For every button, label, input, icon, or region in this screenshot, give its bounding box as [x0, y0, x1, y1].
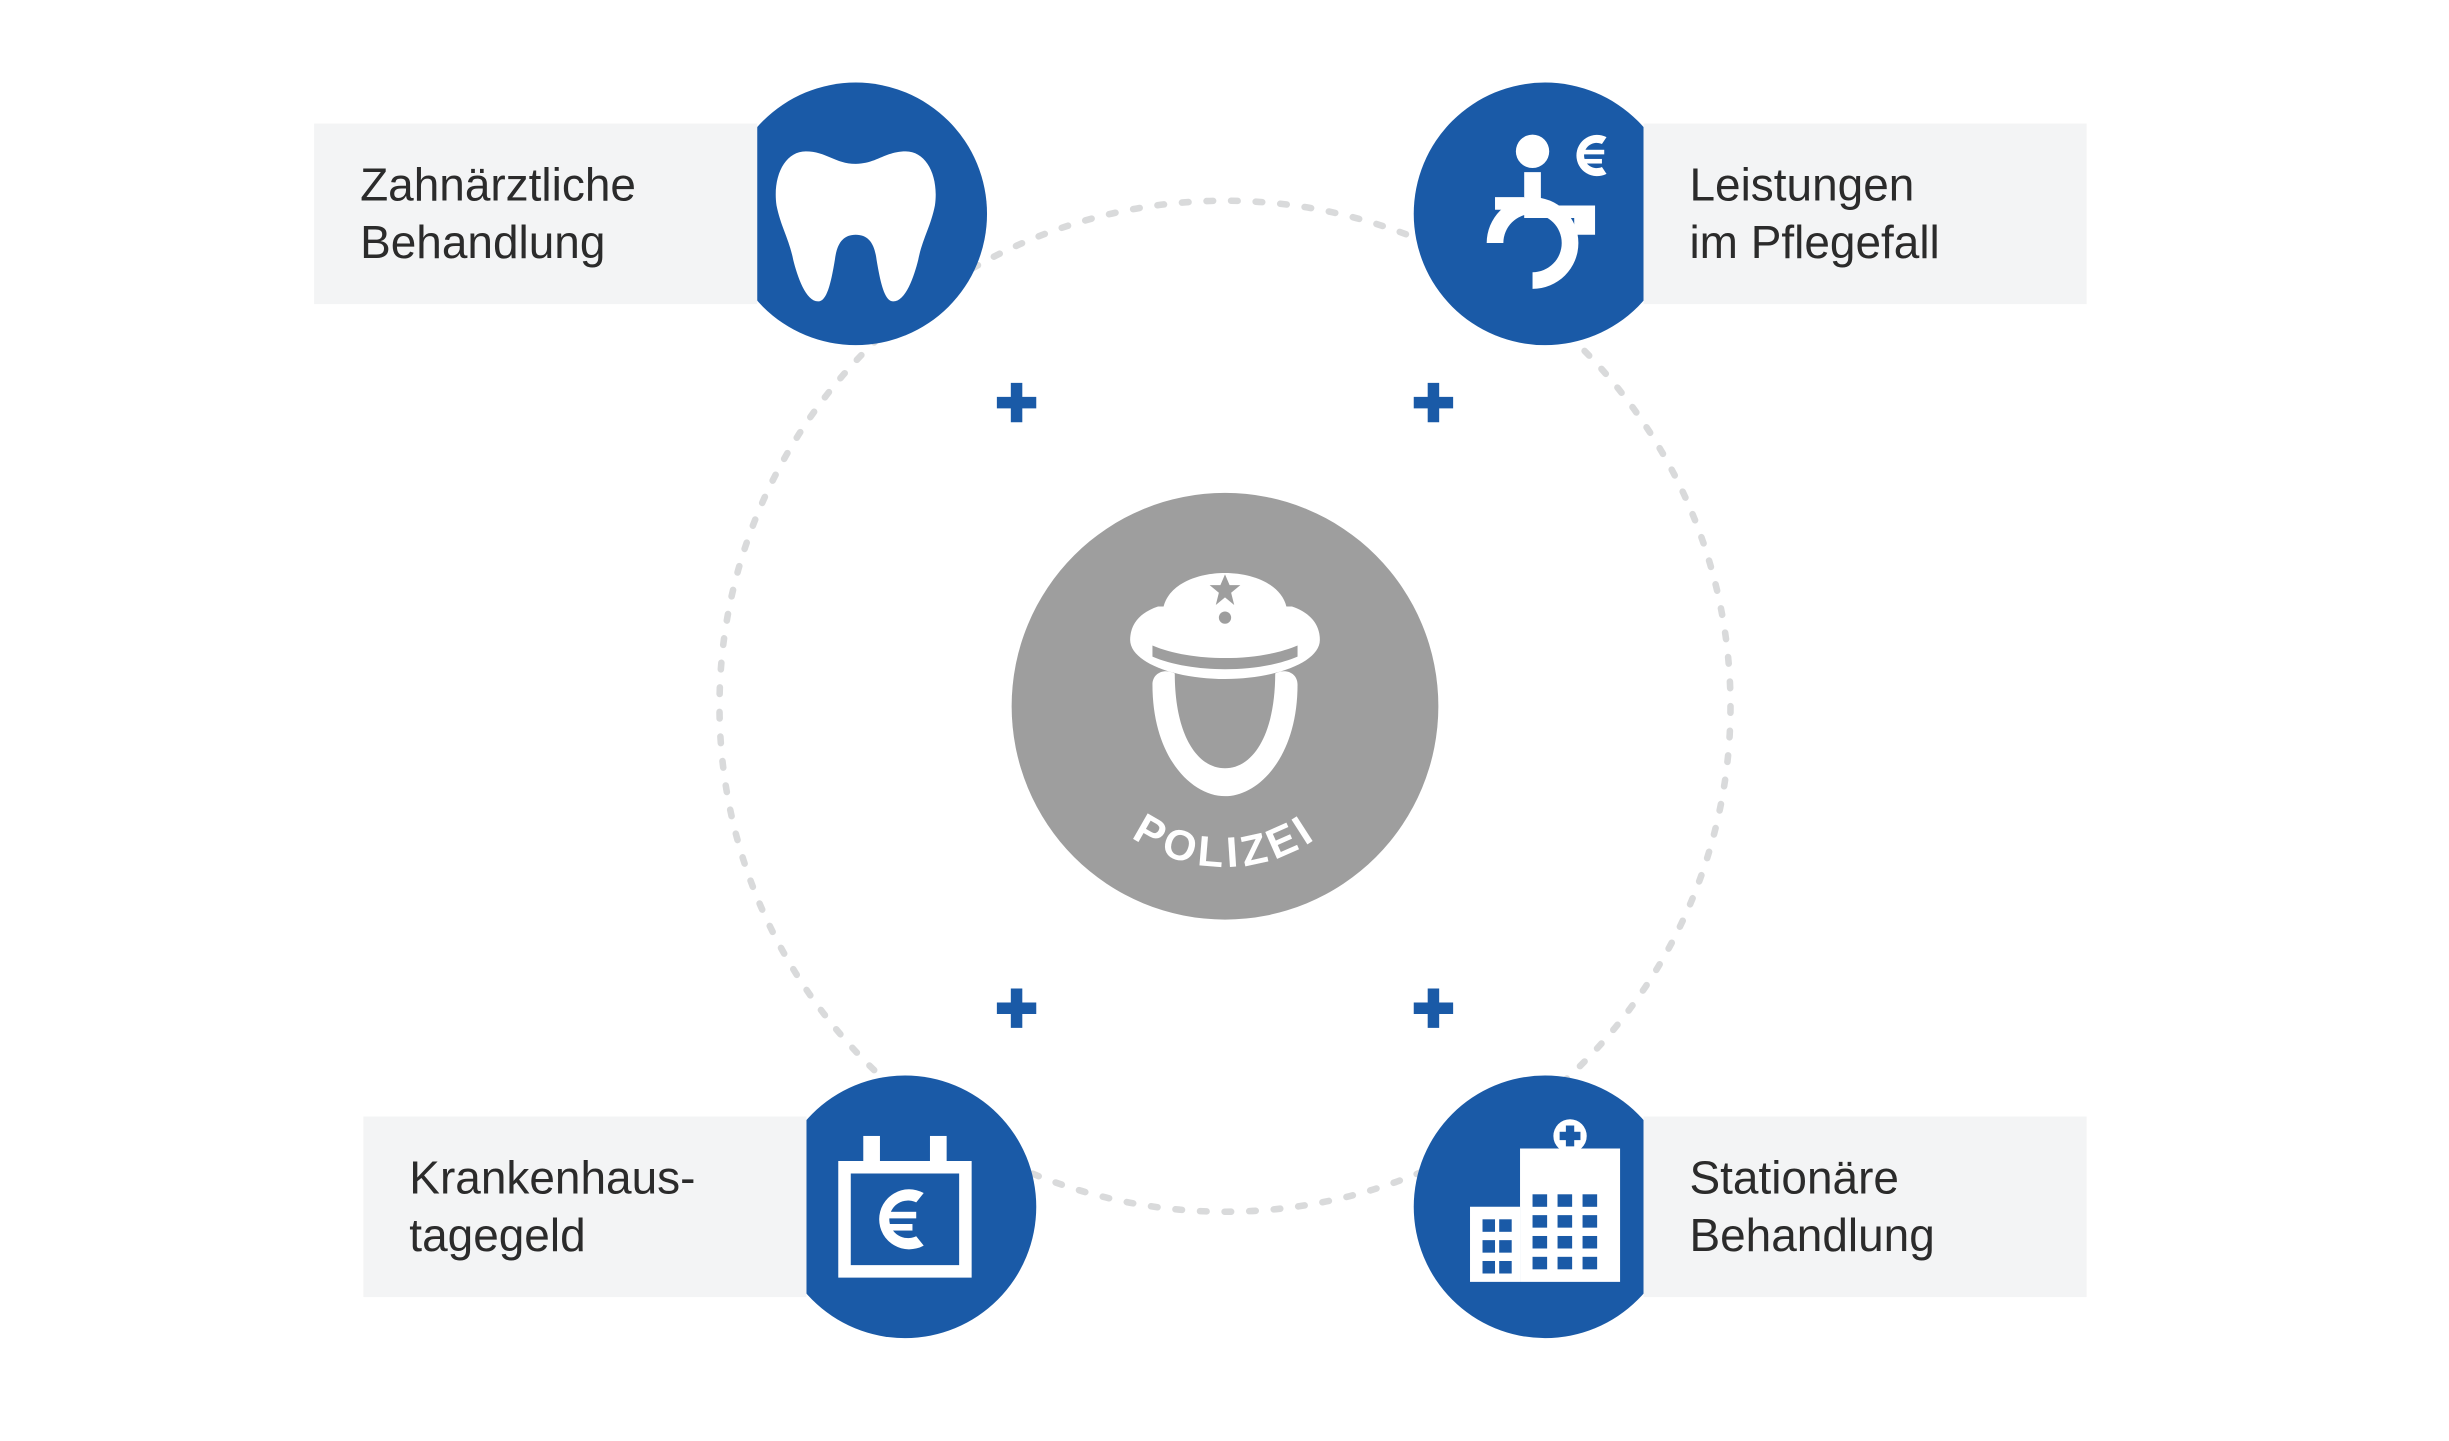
label-text: Leistungen im Pflegefall — [1689, 156, 1939, 271]
node-daily-allowance — [773, 1075, 1036, 1338]
label-text: Stationäre Behandlung — [1689, 1149, 1934, 1264]
plus-icon — [996, 382, 1035, 421]
label-care: Leistungen im Pflegefall — [1643, 123, 2086, 304]
diagram-stage: Zahnärztliche Behandlung Leistungen im Pf… — [35, 0, 2415, 1441]
node-dental — [724, 82, 987, 345]
node-inpatient — [1413, 1075, 1676, 1338]
label-inpatient: Stationäre Behandlung — [1643, 1116, 2086, 1297]
label-daily-allowance: Krankenhaus- tagegeld — [363, 1116, 806, 1297]
node-care — [1413, 82, 1676, 345]
plus-icon — [1413, 382, 1452, 421]
plus-icon — [1413, 988, 1452, 1027]
label-dental: Zahnärztliche Behandlung — [314, 123, 757, 304]
label-text: Krankenhaus- tagegeld — [409, 1149, 695, 1264]
label-text: Zahnärztliche Behandlung — [360, 156, 636, 271]
plus-icon — [996, 988, 1035, 1027]
